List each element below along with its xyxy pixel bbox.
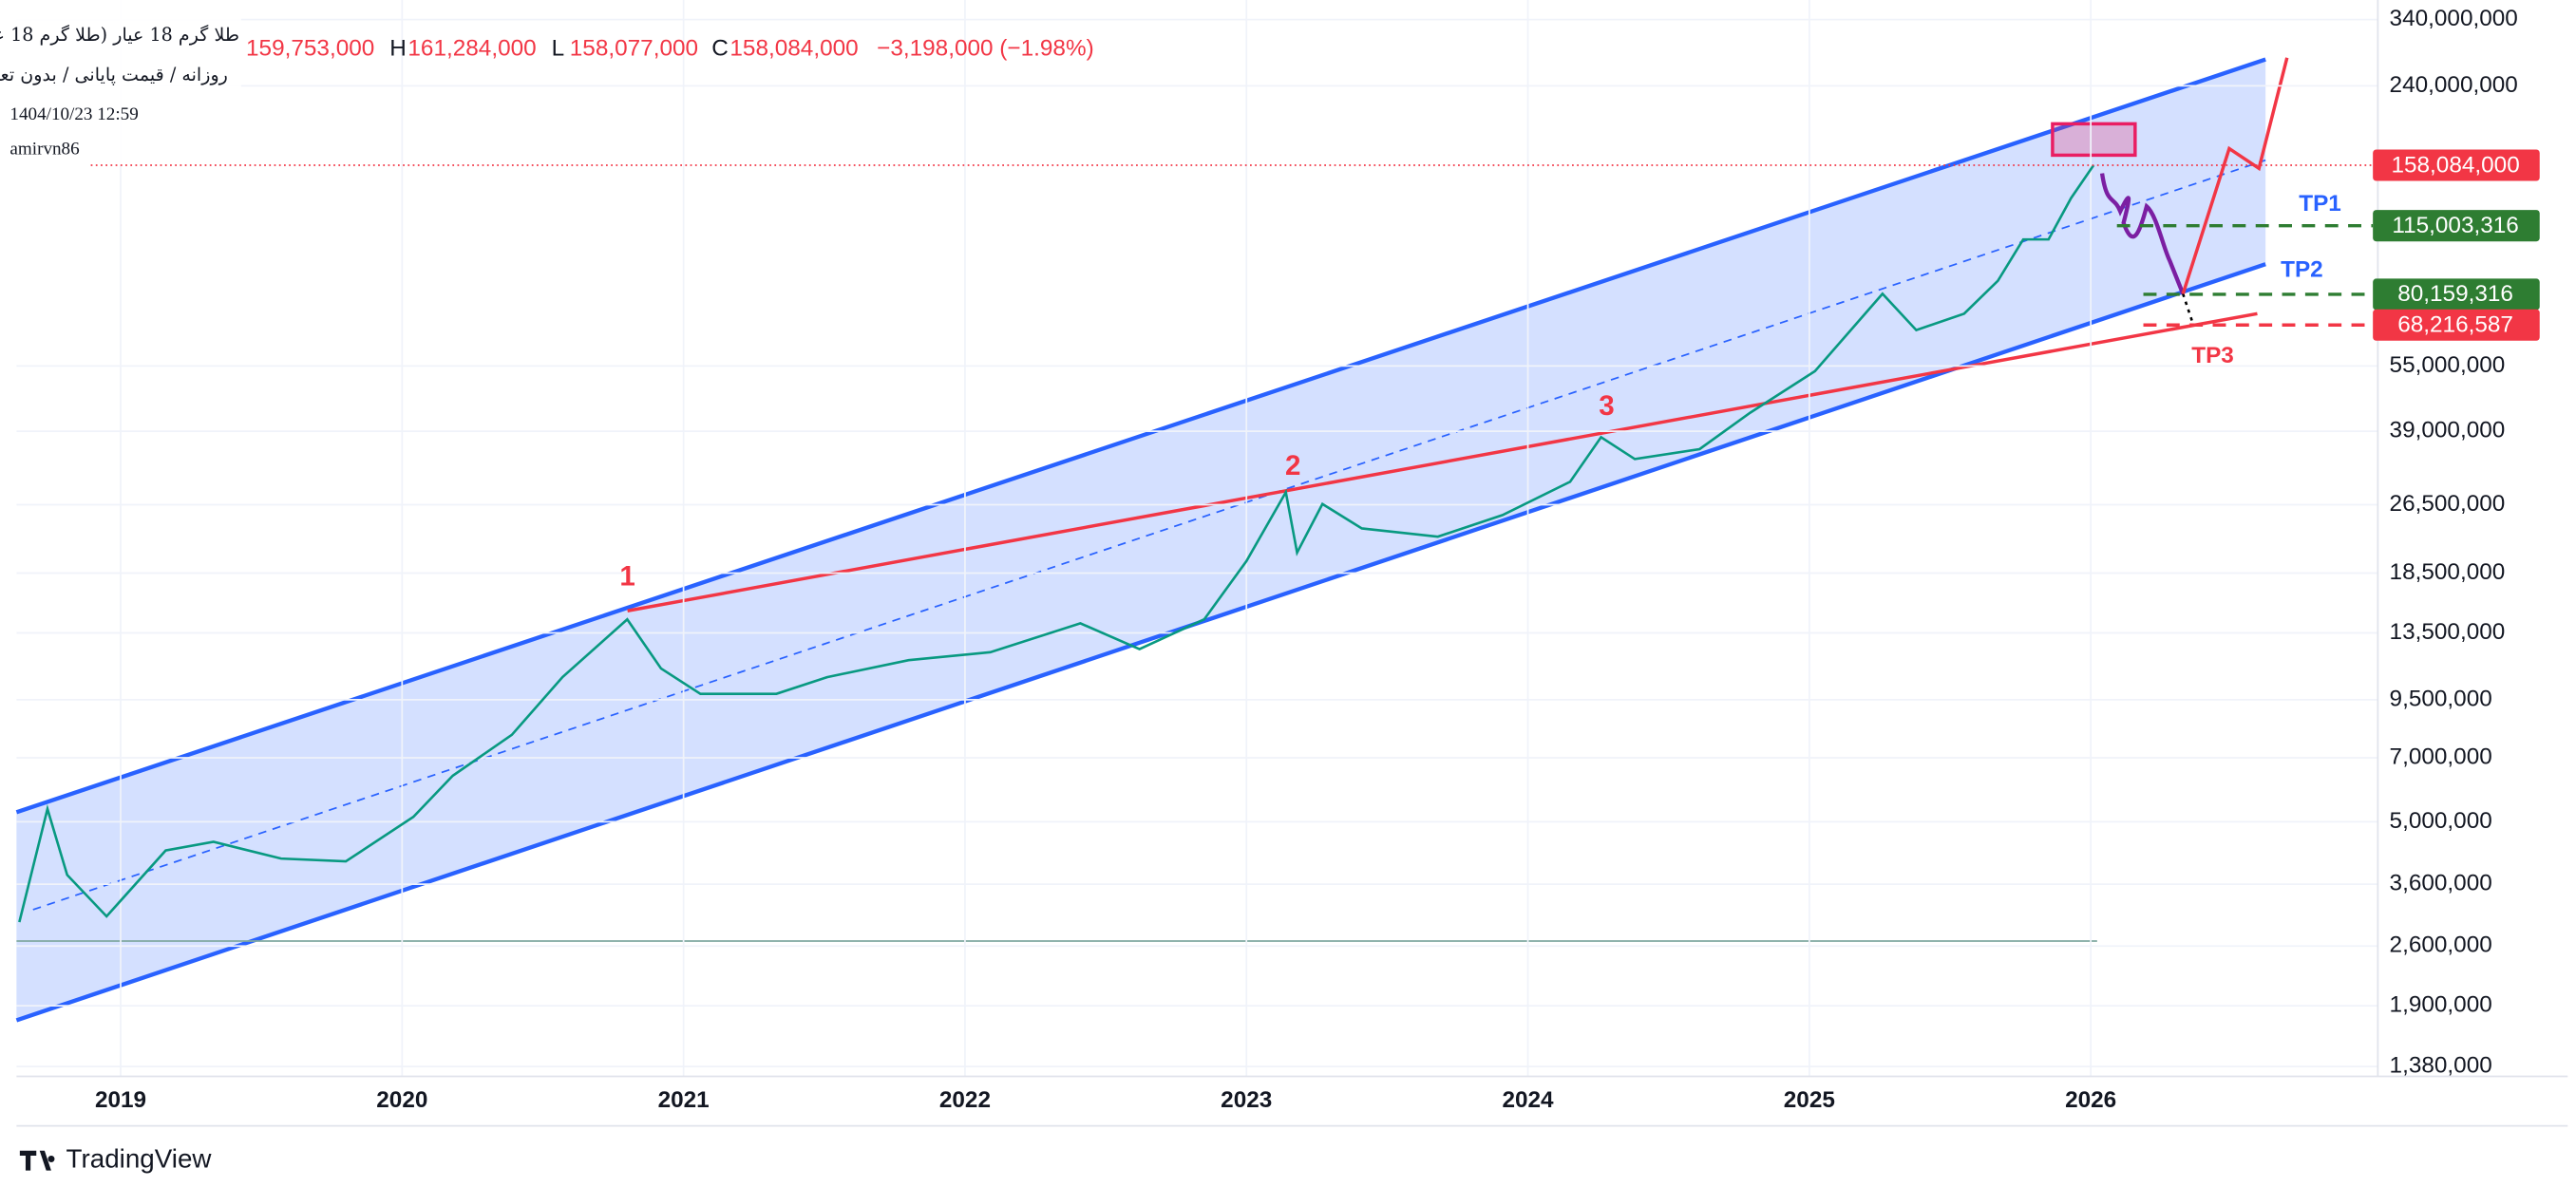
zone-box bbox=[2051, 122, 2137, 158]
wave-label: 2 bbox=[1285, 450, 1300, 481]
channel-fill bbox=[16, 59, 2266, 1021]
y-tick-label: 1,380,000 bbox=[2390, 1053, 2492, 1079]
ohlc-key: H bbox=[389, 36, 407, 62]
projection-up bbox=[2181, 57, 2289, 294]
ohlc-key: L bbox=[552, 36, 565, 62]
x-tick-label: 2023 bbox=[1221, 1087, 1272, 1113]
ohlc-value: 161,284,000 bbox=[407, 36, 536, 62]
y-tick-label: 39,000,000 bbox=[2390, 418, 2506, 443]
target-label: TP1 bbox=[2299, 191, 2341, 217]
target-label: TP3 bbox=[2191, 343, 2234, 368]
author: amirvn86 bbox=[9, 140, 79, 160]
dotted-line bbox=[2182, 293, 2194, 325]
y-tick-label: 9,500,000 bbox=[2390, 686, 2492, 711]
header-bg bbox=[0, 0, 241, 165]
ohlc-value: 158,084,000 bbox=[729, 36, 858, 62]
channel-upper bbox=[15, 57, 2266, 815]
price-label: 80,159,316 bbox=[2397, 281, 2513, 307]
logo bbox=[19, 1150, 55, 1171]
target-label: TP2 bbox=[2281, 257, 2323, 283]
wave-label: 1 bbox=[619, 560, 635, 592]
y-tick-label: 13,500,000 bbox=[2390, 619, 2506, 645]
ohlc-key: C bbox=[711, 36, 729, 62]
ohlc-value: 158,077,000 bbox=[570, 36, 698, 62]
y-tick-label: 1,900,000 bbox=[2390, 992, 2492, 1018]
x-tick-label: 2025 bbox=[1784, 1087, 1835, 1113]
y-tick-label: 3,600,000 bbox=[2390, 871, 2492, 896]
y-tick-label: 7,000,000 bbox=[2390, 744, 2492, 769]
wave-label: 3 bbox=[1599, 390, 1614, 422]
y-tick-label: 240,000,000 bbox=[2390, 72, 2518, 98]
change: −3,198,000 (−1.98%) bbox=[877, 36, 1094, 62]
channel-mid bbox=[32, 159, 2266, 911]
x-tick-label: 2026 bbox=[2065, 1087, 2116, 1113]
x-tick-label: 2019 bbox=[95, 1087, 146, 1113]
interval: روزانه / قیمت پایانی / بدون تعدیل bbox=[0, 64, 228, 85]
price-label: 68,216,587 bbox=[2397, 312, 2513, 338]
price-label-bg bbox=[2373, 309, 2540, 341]
plot bbox=[16, 0, 2378, 1077]
y-tick-label: 2,600,000 bbox=[2390, 933, 2492, 958]
x-tick-label: 2021 bbox=[658, 1087, 710, 1113]
price-label-bg bbox=[2373, 278, 2540, 311]
price-label-bg bbox=[2373, 210, 2540, 242]
trend-line bbox=[627, 311, 2258, 612]
y-tick-label: 5,000,000 bbox=[2390, 808, 2492, 834]
price-label: 158,084,000 bbox=[2391, 152, 2519, 178]
datetime: 1404/10/23 12:59 bbox=[9, 104, 138, 124]
price-line bbox=[18, 164, 2095, 923]
x-tick-label: 2024 bbox=[1502, 1087, 1554, 1113]
x-tick-label: 2020 bbox=[376, 1087, 427, 1113]
projection-path bbox=[2099, 173, 2186, 295]
y-tick-label: 26,500,000 bbox=[2390, 491, 2506, 517]
y-tick-label: 18,500,000 bbox=[2390, 559, 2506, 585]
y-tick-label: 340,000,000 bbox=[2390, 6, 2518, 31]
x-tick-label: 2022 bbox=[939, 1087, 991, 1113]
footer-brand: TradingView bbox=[66, 1144, 213, 1174]
symbol: طلا گرم 18 عیار (طلا گرم 18 عیار) bbox=[0, 24, 239, 46]
price-label: 115,003,316 bbox=[2392, 213, 2518, 238]
y-tick-label: 55,000,000 bbox=[2390, 352, 2506, 378]
ohlc-value: 159,753,000 bbox=[246, 36, 374, 62]
price-label-bg bbox=[2373, 149, 2540, 181]
channel-lower bbox=[15, 262, 2266, 1023]
